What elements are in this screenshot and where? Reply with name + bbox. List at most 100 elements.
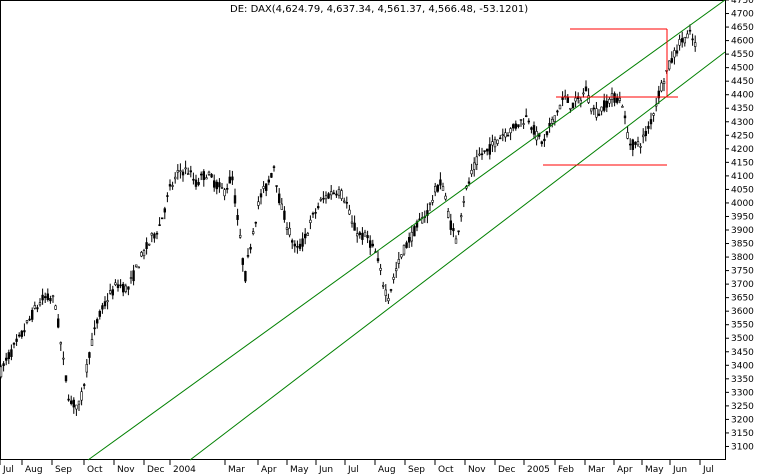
price-bar xyxy=(145,237,148,255)
price-bar xyxy=(337,186,341,199)
price-bar xyxy=(277,188,281,206)
y-tick-label: 4200 xyxy=(731,145,754,155)
price-bar xyxy=(202,169,205,187)
x-tick-label: Oct xyxy=(87,465,103,475)
price-bar xyxy=(491,134,494,153)
y-tick-label: 4350 xyxy=(731,104,754,114)
y-tick-label: 3350 xyxy=(731,375,754,385)
price-bar xyxy=(246,248,250,259)
y-tick-label: 3100 xyxy=(731,442,754,452)
price-bar xyxy=(413,225,416,237)
y-tick-label: 3550 xyxy=(731,321,754,331)
price-bar xyxy=(678,34,681,51)
price-bar xyxy=(454,235,458,244)
price-bar xyxy=(675,44,679,57)
price-bar xyxy=(657,85,661,105)
y-tick-label: 4150 xyxy=(731,158,754,168)
price-bar xyxy=(457,230,460,236)
price-bar xyxy=(506,132,510,137)
y-tick-label: 4650 xyxy=(731,23,754,33)
plot-frame xyxy=(0,0,726,460)
price-bar xyxy=(686,30,689,39)
y-tick-label: 4600 xyxy=(731,37,754,47)
price-bar xyxy=(582,88,585,98)
y-tick-label: 3700 xyxy=(731,280,754,290)
y-tick-label: 3400 xyxy=(731,361,754,371)
price-bar xyxy=(439,172,442,190)
price-bar xyxy=(332,189,335,195)
price-bar xyxy=(693,35,697,52)
price-bar xyxy=(181,169,185,182)
price-bar xyxy=(135,264,138,268)
price-bar xyxy=(532,121,536,140)
price-bar xyxy=(272,165,276,172)
price-bar xyxy=(548,117,551,133)
price-bar xyxy=(233,188,237,207)
price-bar xyxy=(420,211,424,224)
price-bar xyxy=(488,137,491,160)
price-bar xyxy=(49,295,52,304)
price-bar xyxy=(405,240,408,249)
price-bar xyxy=(75,404,78,416)
price-bar xyxy=(355,227,359,243)
price-bar xyxy=(283,206,286,223)
y-tick-label: 4300 xyxy=(731,118,754,128)
price-bar xyxy=(402,244,406,256)
price-bar xyxy=(215,179,218,195)
price-bar xyxy=(556,109,559,116)
price-bar xyxy=(660,79,663,93)
price-bar xyxy=(433,182,437,197)
x-tick-label: Feb xyxy=(558,465,574,475)
price-bar xyxy=(200,171,203,181)
price-bar xyxy=(161,217,164,220)
price-bar xyxy=(615,93,619,105)
price-bar xyxy=(213,174,216,192)
price-bar xyxy=(285,222,289,236)
price-bar xyxy=(158,217,161,227)
price-bar xyxy=(2,361,5,372)
price-bar xyxy=(319,196,322,202)
price-bar xyxy=(114,279,117,287)
price-bar xyxy=(176,164,179,180)
price-bar xyxy=(83,382,86,390)
price-bar xyxy=(205,174,208,180)
price-bar xyxy=(67,394,70,402)
price-bar xyxy=(127,286,130,296)
price-bar xyxy=(88,351,91,365)
price-bar xyxy=(691,33,694,46)
price-bar xyxy=(340,188,343,201)
price-bar xyxy=(636,136,640,147)
price-bar xyxy=(483,150,486,154)
price-bar xyxy=(543,134,546,147)
price-bar xyxy=(553,115,557,126)
price-bar xyxy=(485,148,489,156)
price-bar xyxy=(239,228,242,239)
price-bar xyxy=(46,288,50,302)
price-bar xyxy=(192,172,195,185)
x-tick-label: Jun xyxy=(318,465,333,475)
price-bar xyxy=(132,264,135,286)
price-bar xyxy=(608,96,611,108)
price-bar xyxy=(327,192,330,200)
x-tick-label: Oct xyxy=(438,465,454,475)
price-bar xyxy=(587,88,590,105)
price-bar xyxy=(384,284,387,302)
price-bar xyxy=(223,187,226,201)
price-bar xyxy=(98,309,102,320)
y-tick-label: 3850 xyxy=(731,240,754,250)
y-tick-label: 3150 xyxy=(731,429,754,439)
y-tick-label: 3650 xyxy=(731,294,754,304)
x-tick-label: Jul xyxy=(702,465,714,475)
price-bar xyxy=(41,288,44,305)
price-bar xyxy=(345,196,348,209)
price-bar xyxy=(667,60,671,71)
x-tick-label: Jul xyxy=(2,465,14,475)
price-bar xyxy=(574,91,577,108)
price-bar xyxy=(23,323,26,337)
price-bar xyxy=(673,47,676,65)
price-bar xyxy=(122,281,125,297)
x-tick-label: Nov xyxy=(117,465,135,475)
price-bar xyxy=(316,202,320,210)
price-bar xyxy=(56,314,60,329)
price-bar xyxy=(293,240,296,253)
